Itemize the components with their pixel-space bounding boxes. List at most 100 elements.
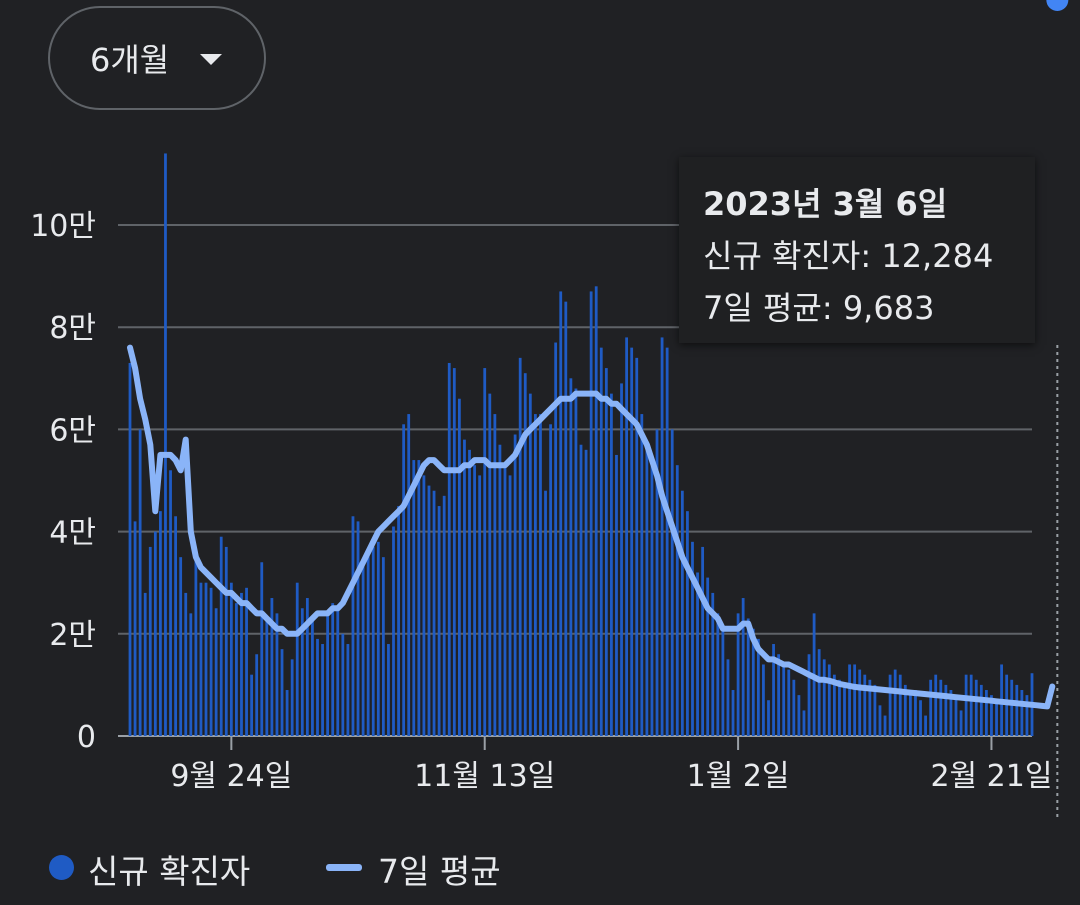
bar	[919, 700, 922, 736]
y-tick-label: 10만	[30, 209, 96, 244]
bar	[716, 613, 720, 736]
bar	[326, 613, 330, 736]
y-tick-label: 0	[77, 720, 96, 755]
y-tick-label: 2만	[49, 618, 96, 653]
bar	[503, 465, 507, 736]
bar	[1025, 695, 1029, 736]
bar	[316, 638, 319, 736]
bar	[422, 475, 426, 736]
bar	[153, 531, 157, 736]
bar	[903, 684, 907, 736]
bar	[219, 536, 223, 736]
bar	[478, 475, 482, 736]
bar	[463, 439, 466, 736]
bar	[564, 301, 568, 736]
bar	[240, 592, 243, 736]
bar	[204, 582, 208, 736]
bar	[594, 286, 598, 736]
bar	[366, 552, 370, 736]
bar	[554, 342, 558, 736]
bar	[498, 444, 502, 736]
tooltip-date: 2023년 3월 6일	[703, 185, 948, 223]
tooltip-avg: 7일 평균: 9,683	[703, 289, 935, 327]
bar	[468, 449, 471, 736]
bar	[513, 434, 517, 736]
bar	[949, 690, 953, 736]
bar	[174, 516, 178, 736]
bar	[209, 587, 213, 736]
bar	[260, 562, 264, 736]
bar	[873, 684, 877, 736]
tooltip-avg-label: 7일 평균	[703, 289, 822, 327]
bar	[427, 485, 431, 736]
bar	[584, 449, 588, 736]
bar	[159, 511, 162, 736]
bar	[417, 460, 421, 736]
bar	[660, 337, 664, 736]
bar	[245, 587, 248, 736]
x-tick-label: 1월 2일	[687, 759, 790, 794]
range-selector-button[interactable]: 6개월	[48, 6, 266, 110]
bar	[452, 368, 456, 736]
bar	[898, 674, 902, 736]
bar	[604, 368, 608, 736]
legend-avg-line-icon	[326, 864, 362, 871]
legend-avg-label: 7일 평균	[378, 852, 501, 891]
bar	[1020, 690, 1024, 736]
bar	[1010, 679, 1014, 736]
bar	[635, 357, 639, 736]
bar	[361, 562, 365, 736]
x-tick-label: 11월 13일	[414, 759, 555, 794]
bar	[939, 679, 943, 736]
bar	[883, 715, 887, 736]
bar	[741, 598, 745, 736]
bar	[569, 378, 573, 736]
bar	[432, 490, 436, 736]
bar	[194, 552, 198, 736]
bar	[655, 429, 659, 736]
bar	[397, 506, 400, 736]
bar	[924, 715, 927, 736]
bar	[574, 388, 578, 736]
range-selector-label: 6개월	[90, 41, 170, 79]
bar	[539, 414, 542, 736]
bar	[305, 598, 309, 736]
bar	[265, 618, 269, 736]
x-axis: 9월 24일 11월 13일 1월 2일 2월 21일	[170, 736, 1052, 794]
bar-series	[128, 153, 1034, 736]
bar	[736, 613, 740, 736]
legend-cases-dot-icon	[49, 855, 74, 880]
bar	[615, 454, 618, 736]
bar	[321, 644, 324, 736]
bar	[868, 679, 872, 736]
bar	[817, 649, 821, 736]
bar	[959, 710, 963, 736]
bar	[706, 577, 710, 736]
bar	[797, 695, 801, 736]
bar	[488, 393, 492, 736]
bar	[665, 347, 669, 736]
bar	[827, 664, 831, 736]
bar	[995, 700, 998, 736]
bar	[148, 546, 152, 736]
bar	[848, 664, 851, 736]
caret-down-icon	[200, 54, 222, 65]
bar	[579, 444, 583, 736]
bar	[437, 506, 441, 736]
bar	[893, 669, 897, 736]
bar	[229, 582, 233, 736]
bar	[275, 613, 279, 736]
bar	[270, 598, 274, 736]
bar	[1005, 674, 1009, 736]
bar	[214, 608, 218, 736]
bar	[179, 557, 183, 736]
bar	[914, 690, 917, 736]
bar	[670, 429, 674, 736]
bar	[767, 700, 770, 736]
bar	[473, 465, 476, 736]
y-tick-label: 6만	[49, 413, 96, 448]
bar	[686, 511, 689, 736]
bar	[630, 347, 634, 736]
bar	[138, 429, 142, 736]
